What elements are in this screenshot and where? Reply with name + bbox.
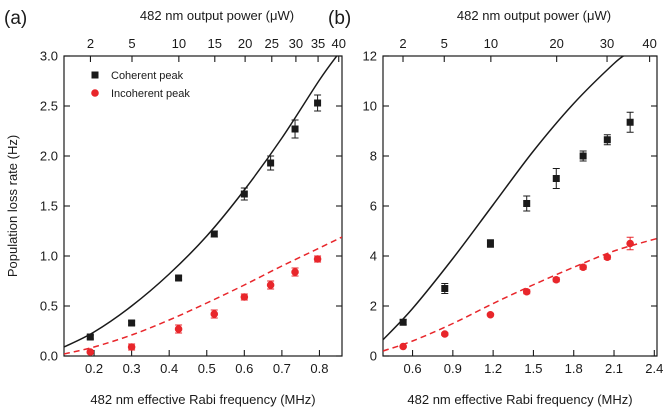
legend-label: Incoherent peak bbox=[111, 88, 190, 100]
x-tick-label: 0.4 bbox=[160, 361, 178, 376]
legend-coherent-marker bbox=[91, 71, 99, 79]
x-tick-label: 0.7 bbox=[273, 361, 291, 376]
x-tick-label: 0.2 bbox=[85, 361, 103, 376]
incoherent-point bbox=[240, 293, 249, 301]
incoherent-point bbox=[522, 287, 531, 296]
top-axis-title: 482 nm output power (μW) bbox=[457, 8, 611, 23]
incoherent-point bbox=[174, 325, 183, 333]
coherent-point bbox=[86, 333, 94, 341]
top-tick-label: 25 bbox=[265, 36, 279, 51]
top-tick-label: 20 bbox=[549, 36, 563, 51]
top-tick-label: 5 bbox=[441, 36, 448, 51]
y-tick-label: 12 bbox=[363, 49, 377, 64]
coherent-point bbox=[314, 99, 322, 107]
y-axis-title: Population loss rate (Hz) bbox=[5, 135, 20, 277]
top-tick-label: 5 bbox=[128, 36, 135, 51]
incoherent-point bbox=[440, 330, 449, 338]
top-tick-label: 40 bbox=[331, 36, 345, 51]
x-tick-label: 0.6 bbox=[235, 361, 253, 376]
coherent-point bbox=[441, 285, 449, 292]
incoherent-point bbox=[579, 263, 587, 272]
incoherent-fit-line bbox=[64, 236, 342, 355]
coherent-point bbox=[291, 125, 299, 133]
y-tick-label: 1.5 bbox=[40, 199, 58, 214]
incoherent-fit-line bbox=[383, 237, 657, 352]
coherent-point bbox=[523, 200, 531, 207]
incoherent-point bbox=[291, 268, 299, 276]
incoherent-point bbox=[603, 253, 612, 262]
coherent-fit-line bbox=[64, 56, 338, 348]
y-tick-label: 0.0 bbox=[40, 349, 58, 364]
y-tick-label: 2.5 bbox=[40, 99, 58, 114]
incoherent-point bbox=[626, 239, 634, 248]
top-tick-label: 2 bbox=[87, 36, 94, 51]
x-tick-label: 1.8 bbox=[565, 361, 583, 376]
y-tick-label: 0 bbox=[370, 349, 377, 364]
x-tick-label: 0.5 bbox=[198, 361, 216, 376]
coherent-point bbox=[267, 159, 275, 167]
coherent-point bbox=[240, 190, 248, 198]
incoherent-point bbox=[399, 342, 407, 351]
coherent-point bbox=[128, 319, 136, 327]
y-tick-label: 3.0 bbox=[40, 49, 58, 64]
x-tick-label: 0.9 bbox=[444, 361, 462, 376]
y-tick-label: 1.0 bbox=[40, 249, 58, 264]
x-axis-title: 482 nm effective Rabi frequency (MHz) bbox=[90, 392, 315, 407]
coherent-point bbox=[486, 240, 494, 247]
x-axis-title: 482 nm effective Rabi frequency (MHz) bbox=[407, 392, 632, 407]
incoherent-point bbox=[210, 310, 219, 318]
y-tick-label: 0.5 bbox=[40, 299, 58, 314]
x-tick-label: 2.4 bbox=[645, 361, 663, 376]
legend-incoherent-marker bbox=[91, 89, 99, 97]
coherent-point bbox=[626, 118, 634, 126]
y-tick-label: 10 bbox=[363, 99, 377, 114]
panel-label: (b) bbox=[328, 8, 351, 29]
x-tick-label: 0.6 bbox=[404, 361, 422, 376]
top-tick-label: 10 bbox=[484, 36, 498, 51]
coherent-point bbox=[399, 318, 407, 326]
legend-label: Coherent peak bbox=[111, 70, 184, 82]
incoherent-point bbox=[486, 310, 495, 319]
incoherent-point bbox=[266, 281, 275, 289]
y-tick-label: 4 bbox=[370, 249, 377, 264]
panel-a: 0.2 0.3 0.4 0.5 0.6 0.7 0.8 0.0 0.5 1.0 1.5 2.0 2.5 3… bbox=[4, 8, 346, 407]
coherent-point bbox=[603, 136, 611, 144]
coherent-point bbox=[210, 230, 218, 238]
coherent-fit-line bbox=[383, 56, 625, 341]
top-tick-label: 35 bbox=[311, 36, 325, 51]
plot-frame bbox=[382, 55, 658, 357]
top-tick-label: 2 bbox=[399, 36, 406, 51]
coherent-point bbox=[175, 274, 183, 282]
panel-b: 0.6 0.9 1.2 1.5 1.8 2.1 2.4 0 2 4 6 8 10 12 2 5 10 20 30 40… bbox=[328, 8, 663, 407]
y-tick-label: 2 bbox=[370, 299, 377, 314]
coherent-point bbox=[552, 175, 560, 182]
panel-label: (a) bbox=[4, 8, 27, 29]
incoherent-point bbox=[313, 255, 322, 263]
y-tick-label: 6 bbox=[370, 199, 377, 214]
x-tick-label: 2.1 bbox=[605, 361, 623, 376]
incoherent-point bbox=[86, 348, 95, 356]
top-axis-title: 482 nm output power (μW) bbox=[140, 8, 294, 23]
top-tick-label: 10 bbox=[172, 36, 186, 51]
x-tick-label: 1.5 bbox=[524, 361, 542, 376]
top-tick-label: 20 bbox=[238, 36, 252, 51]
incoherent-point bbox=[552, 275, 561, 284]
y-tick-label: 2.0 bbox=[40, 149, 58, 164]
y-tick-label: 8 bbox=[370, 149, 377, 164]
legend: Coherent peak Incoherent peak bbox=[91, 70, 190, 100]
coherent-point bbox=[579, 152, 587, 160]
incoherent-point bbox=[127, 343, 136, 351]
plot-frame bbox=[63, 55, 343, 357]
top-tick-label: 15 bbox=[208, 36, 222, 51]
x-tick-label: 1.2 bbox=[484, 361, 502, 376]
top-tick-label: 30 bbox=[289, 36, 303, 51]
x-tick-label: 0.8 bbox=[310, 361, 328, 376]
x-tick-label: 0.3 bbox=[123, 361, 141, 376]
top-tick-label: 30 bbox=[600, 36, 614, 51]
top-tick-label: 40 bbox=[642, 36, 656, 51]
